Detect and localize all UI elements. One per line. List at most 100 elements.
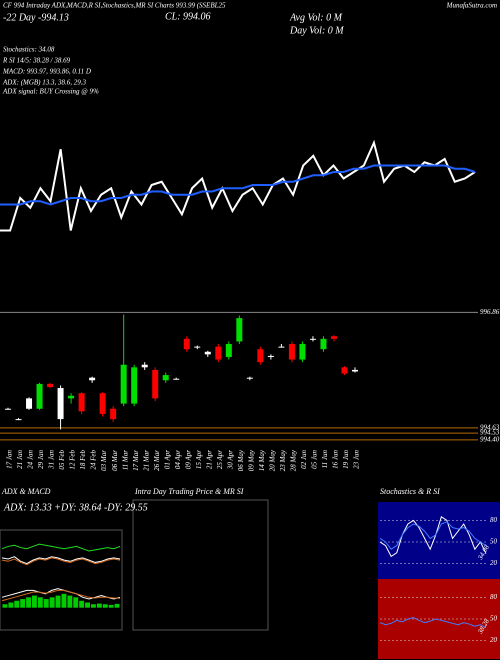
series-line [1,589,121,602]
macd-bar [96,603,102,608]
x-tick-label: 25 Apr [216,450,224,469]
series-line [1,543,121,552]
candle-body [131,367,138,404]
x-tick-label: 09 May [247,449,255,471]
y-tick-label: 20 [490,559,498,567]
day-vol: Day Vol: 0 M [289,25,344,36]
x-tick-label: 21 Mar [142,450,150,471]
x-tick-label: 30 Apr [226,450,234,470]
x-tick-label: 15 Apr [195,450,203,469]
x-tick-label: 23 Jun [353,450,361,469]
series-line [1,588,121,600]
y-tick-label: 996.86 [480,308,500,316]
series-line [379,521,487,550]
candle-body [26,398,33,409]
series-line [0,164,476,206]
x-tick-label: 21 Jan [16,450,24,469]
candle-body [68,395,75,399]
candle-body [183,338,190,350]
candle-body [246,377,253,379]
candle-body [194,346,201,348]
info-line: ADX: (MGB) 13.3, 38.6, 29.3 [2,79,87,87]
candle-body [309,338,316,340]
candle-body [15,419,22,421]
x-tick-label: 06 May [237,449,245,471]
macd-bar [79,600,85,608]
x-tick-label: 12 Feb [69,450,77,470]
series-line [379,617,487,628]
candle-body [267,355,274,357]
info-line: ADX signal: BUY Crossing @ 9% [2,88,99,96]
x-tick-label: 16 Jun [332,450,340,469]
y-tick-label: 994.53 [480,429,500,437]
day-text: -22 Day -994.13 [3,12,69,23]
x-tick-label: 04 Apr [174,450,182,469]
panel-subtitle: ADX: 13.33 +DY: 38.64 -DY: 29.55 [3,502,148,513]
macd-bar [55,595,61,608]
macd-bar [37,597,43,608]
candle-body [257,349,264,363]
candle-body [352,369,358,372]
x-tick-label: 24 Feb [90,450,98,470]
macd-bar [2,604,8,608]
info-line: MACD: 993.97, 993.86, 0.11 D [2,68,91,76]
x-tick-label: 31 Jan [48,450,56,470]
x-tick-label: 23 May [279,449,287,471]
x-tick-label: 28 May [290,449,298,471]
close-text: CL: 994.06 [165,11,211,22]
x-tick-label: 01 Apr [163,450,171,469]
candle-body [288,344,295,360]
macd-bar [61,593,67,608]
panel-title: ADX & MACD [1,487,51,496]
candle-body [89,377,96,381]
x-tick-label: 11 Mar [121,450,129,471]
x-tick-label: 24 Jan [27,450,35,469]
candle-body [278,346,285,348]
y-tick-label: 80 [490,593,498,601]
candle-body [215,346,222,360]
macd-bar [49,597,55,608]
candle-body [141,364,148,368]
macd-bar [32,595,37,608]
macd-bar [67,595,73,608]
candle-body [78,393,85,412]
macd-bar [85,602,90,608]
x-tick-label: 05 Feb [58,450,66,470]
x-tick-label: 05 Jun [311,450,319,469]
candle-body [152,369,159,399]
macd-bar [14,600,20,608]
macd-bar [91,604,96,608]
candle-body [330,336,337,339]
series-line [1,556,121,565]
y-tick-label: 994.40 [480,435,500,443]
candle-body [320,338,327,350]
avg-vol: Avg Vol: 0 M [289,12,343,23]
brand: MunafaSutra.com [446,2,497,10]
macd-bar [8,602,14,608]
header-title: CF 994 Intraday ADX,MACD,R SI,Stochastic… [3,2,226,10]
y-tick-label: 994.63 [480,424,500,432]
info-line: Stochastics: 34.08 [3,46,55,54]
x-tick-label: 11 Jun [321,450,329,469]
x-tick-label: 21 Apr [205,450,213,469]
y-tick-label: 50 [490,538,498,546]
panel-title: Intra Day Trading Price & MR SI [134,487,244,496]
candle-body [236,318,243,342]
info-line: R SI 14/5: 38.28 / 38.69 [2,57,71,65]
candle-body [299,344,306,360]
candle-body [162,375,169,381]
candle-body [120,364,127,404]
candle-body [173,378,180,380]
x-tick-label: 02 Jun [300,450,308,469]
candle-body [47,383,54,387]
adx-panel [0,529,123,631]
macd-bar [114,603,120,608]
macd-bar [43,599,49,608]
candle-body [57,388,64,420]
macd-bar [73,597,79,608]
x-tick-label: 19 Jun [342,450,350,469]
y-tick-label: 50 [490,615,498,623]
candle-body [5,408,11,410]
x-tick-label: 26 Mar [153,450,161,471]
